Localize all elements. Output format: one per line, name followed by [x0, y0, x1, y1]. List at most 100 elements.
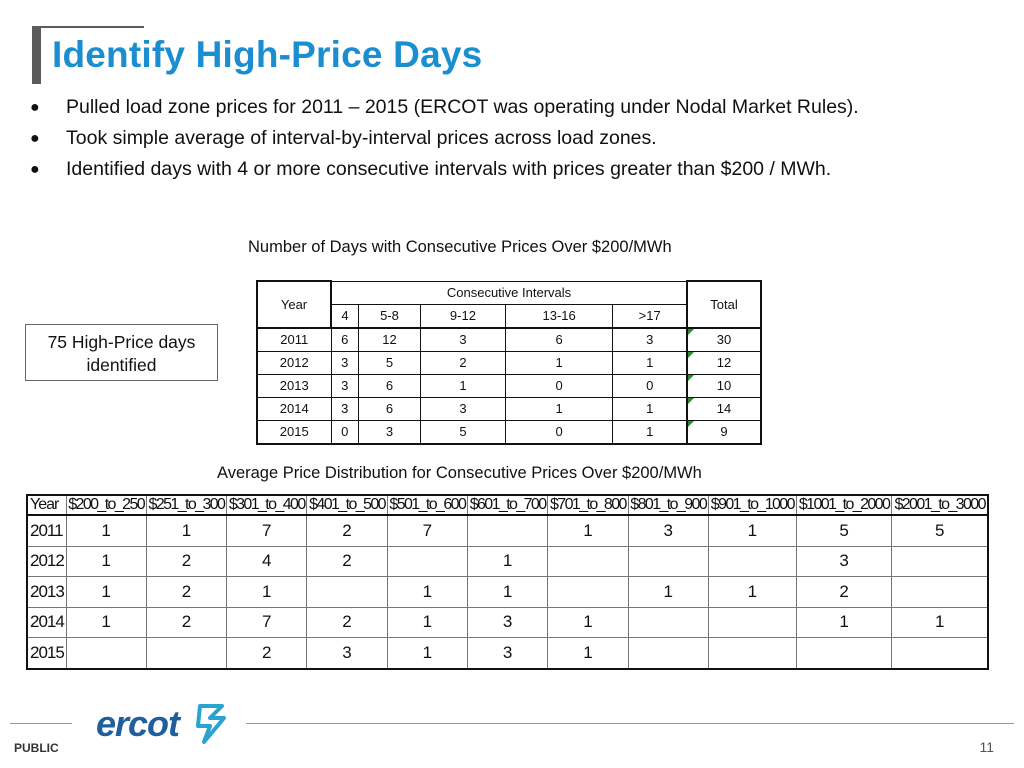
- count-cell: 5: [891, 514, 989, 547]
- count-cell: [891, 576, 989, 608]
- svg-text:ercot: ercot: [96, 703, 182, 744]
- count-cell: 3: [420, 326, 506, 352]
- page-number: 11: [979, 739, 994, 755]
- count-cell: 6: [330, 326, 359, 352]
- logo-bolt-icon: [196, 704, 226, 744]
- count-cell: 2: [795, 576, 893, 608]
- price-range-header: $301_to_400: [226, 494, 308, 516]
- bullet-item: ● Took simple average of interval-by-int…: [28, 123, 988, 154]
- count-cell: 1: [547, 514, 629, 547]
- footer-divider: [246, 723, 1014, 724]
- count-cell: 4: [226, 545, 308, 578]
- count-cell: [627, 545, 709, 578]
- year-cell: 2011: [26, 514, 67, 547]
- count-cell: 1: [707, 514, 797, 547]
- count-cell: 3: [466, 606, 549, 639]
- count-cell: [795, 637, 893, 670]
- count-cell: 5: [357, 350, 422, 375]
- count-cell: 3: [627, 514, 709, 547]
- slide-title: Identify High-Price Days: [52, 34, 483, 75]
- count-cell: 3: [466, 637, 549, 670]
- table-row: 2013 3 6 1 0 0 10: [256, 373, 762, 398]
- count-cell: 2: [145, 576, 228, 608]
- bullet-list: ● Pulled load zone prices for 2011 – 201…: [28, 92, 988, 185]
- price-range-header: $801_to_900: [627, 494, 709, 516]
- count-cell: 2: [145, 606, 228, 639]
- count-cell: [547, 545, 629, 578]
- count-cell: [627, 606, 709, 639]
- price-range-header: $200_to_250: [65, 494, 147, 516]
- count-cell: 2: [306, 606, 388, 639]
- price-range-header: $251_to_300: [145, 494, 228, 516]
- count-cell: [466, 514, 549, 547]
- count-cell: 3: [420, 396, 506, 421]
- count-cell: [306, 576, 388, 608]
- count-cell: 1: [612, 419, 688, 445]
- count-cell: 1: [386, 637, 468, 670]
- count-cell: 3: [795, 545, 893, 578]
- count-cell: [145, 637, 228, 670]
- table-row: 2013 1 2 1 1 1 1 1 2: [26, 576, 989, 608]
- count-cell: 1: [420, 373, 506, 398]
- count-cell: 2: [306, 514, 388, 547]
- table-row: 2015 2 3 1 3 1: [26, 637, 989, 670]
- price-range-header: $401_to_500: [306, 494, 388, 516]
- title-accent-line: [32, 26, 144, 28]
- year-cell: 2013: [256, 373, 332, 398]
- price-range-header: $2001_to_3000: [891, 494, 989, 516]
- days-table-caption: Number of Days with Consecutive Prices O…: [248, 238, 672, 256]
- count-cell: 1: [386, 576, 468, 608]
- year-cell: 2012: [26, 545, 67, 578]
- bullet-text: Pulled load zone prices for 2011 – 2015 …: [66, 96, 859, 118]
- bullet-dot-icon: ●: [30, 130, 40, 147]
- bullet-dot-icon: ●: [30, 99, 40, 116]
- count-cell: [65, 637, 147, 670]
- table-row: 2014 3 6 3 1 1 14: [256, 396, 762, 421]
- total-cell: 10: [686, 373, 762, 398]
- total-cell: 14: [686, 396, 762, 421]
- bullet-dot-icon: ●: [30, 161, 40, 178]
- table-row: 2011 6 12 3 6 3 30: [256, 326, 762, 352]
- count-cell: 1: [627, 576, 709, 608]
- count-cell: 1: [466, 576, 549, 608]
- ercot-logo: ercot: [96, 703, 226, 744]
- table-row: 2012 1 2 4 2 1 3: [26, 545, 989, 578]
- year-cell: 2015: [26, 637, 67, 670]
- price-range-header: $1001_to_2000: [795, 494, 893, 516]
- count-cell: [891, 637, 989, 670]
- total-cell: 12: [686, 350, 762, 375]
- count-cell: 1: [547, 637, 629, 670]
- interval-header: >17: [612, 303, 688, 328]
- count-cell: 1: [466, 545, 549, 578]
- count-cell: [707, 637, 797, 670]
- count-cell: 1: [65, 606, 147, 639]
- year-header: Year: [26, 494, 67, 516]
- count-cell: 1: [145, 514, 228, 547]
- bullet-text: Took simple average of interval-by-inter…: [66, 127, 657, 149]
- count-cell: 6: [357, 396, 422, 421]
- count-cell: 0: [504, 419, 614, 445]
- count-cell: 3: [306, 637, 388, 670]
- year-cell: 2014: [256, 396, 332, 421]
- total-cell: 9: [686, 419, 762, 445]
- count-cell: 1: [795, 606, 893, 639]
- classification-label: PUBLIC: [14, 741, 59, 755]
- count-cell: 3: [612, 326, 688, 352]
- count-cell: 7: [226, 514, 308, 547]
- count-cell: 5: [795, 514, 893, 547]
- count-cell: 3: [330, 396, 359, 421]
- count-cell: 7: [386, 514, 468, 547]
- high-price-callout: 75 High-Price days identified: [25, 324, 218, 381]
- count-cell: 2: [420, 350, 506, 375]
- count-cell: 1: [65, 576, 147, 608]
- count-cell: 0: [504, 373, 614, 398]
- title-accent-bar: [32, 26, 41, 84]
- price-range-header: $901_to_1000: [707, 494, 797, 516]
- count-cell: 2: [226, 637, 308, 670]
- interval-header: 13-16: [504, 303, 614, 328]
- count-cell: [891, 545, 989, 578]
- year-header: Year: [256, 280, 332, 329]
- consecutive-days-table: Year Consecutive Intervals Total 4 5-8 9…: [256, 280, 762, 445]
- count-cell: 1: [707, 576, 797, 608]
- consecutive-intervals-header: Consecutive Intervals: [330, 280, 688, 305]
